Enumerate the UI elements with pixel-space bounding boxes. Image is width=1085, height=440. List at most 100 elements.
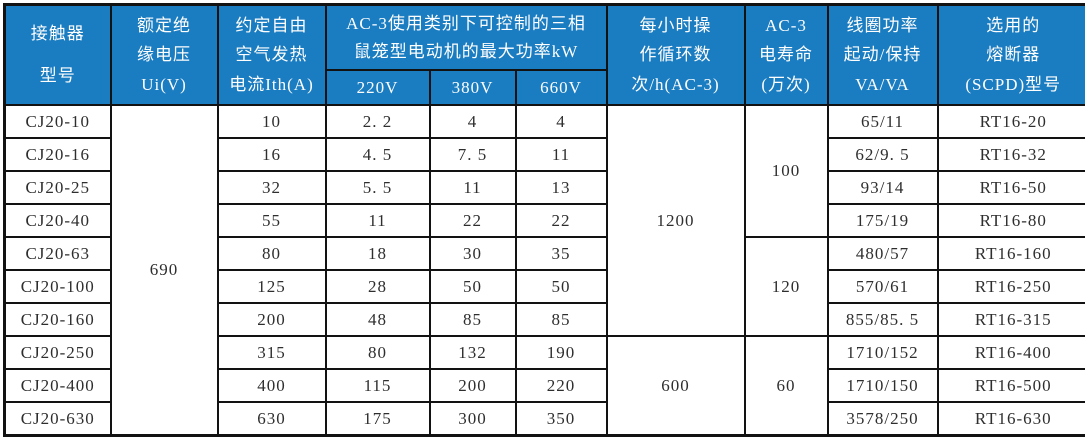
power-220v-cell: 18 xyxy=(324,236,431,271)
power-660v-cell: 4 xyxy=(514,104,608,139)
table-row: CJ20-250 315 80 132 190 600 60 1710/152 … xyxy=(3,335,1085,437)
table-row: CJ20-400 400 115 200 220 1710/150 RT16-5… xyxy=(3,368,1085,403)
header-row-top: 接触器 型号 额定绝 缘电压 Ui(V) 约定自由 空气发热 电流Ith(A) … xyxy=(3,3,1085,106)
model-cell: CJ20-630 xyxy=(3,401,112,437)
table-row: CJ20-100 125 28 50 50 570/61 RT16-250 xyxy=(3,269,1085,304)
power-660v-cell: 220 xyxy=(514,368,608,403)
model-cell: CJ20-400 xyxy=(3,368,112,403)
thermal-current-cell: 630 xyxy=(216,401,327,437)
fuse-cell: RT16-250 xyxy=(936,269,1085,304)
model-cell: CJ20-40 xyxy=(3,203,112,238)
power-380v-cell: 7. 5 xyxy=(428,137,517,172)
power-660v-cell: 35 xyxy=(514,236,608,271)
thermal-current-cell: 80 xyxy=(216,236,327,271)
model-cell: CJ20-250 xyxy=(3,335,112,370)
coil-power-cell: 175/19 xyxy=(826,203,939,238)
power-660v-cell: 11 xyxy=(514,137,608,172)
power-380v-cell: 11 xyxy=(428,170,517,205)
fuse-cell: RT16-400 xyxy=(936,335,1085,370)
power-380v-cell: 132 xyxy=(428,335,517,370)
thermal-current-cell: 32 xyxy=(216,170,327,205)
table-row: CJ20-160 200 48 85 85 855/85. 5 RT16-315 xyxy=(3,302,1085,337)
life-cell: 60 xyxy=(743,335,829,437)
power-660v-cell: 350 xyxy=(514,401,608,437)
header-ac3-max-power-group: AC-3使用类别下可控制的三相 鼠笼型电动机的最大功率kW xyxy=(324,3,608,71)
fuse-cell: RT16-50 xyxy=(936,170,1085,205)
coil-power-cell: 855/85. 5 xyxy=(826,302,939,337)
model-cell: CJ20-25 xyxy=(3,170,112,205)
header-380v: 380V xyxy=(428,69,517,106)
header-contactor-model: 接触器 型号 xyxy=(3,3,112,106)
power-380v-cell: 22 xyxy=(428,203,517,238)
coil-power-cell: 480/57 xyxy=(826,236,939,271)
model-cell: CJ20-100 xyxy=(3,269,112,304)
power-380v-cell: 300 xyxy=(428,401,517,437)
thermal-current-cell: 315 xyxy=(216,335,327,370)
power-380v-cell: 30 xyxy=(428,236,517,271)
power-660v-cell: 22 xyxy=(514,203,608,238)
cycles-cell: 600 xyxy=(605,335,746,437)
header-thermal-current: 约定自由 空气发热 电流Ith(A) xyxy=(216,3,327,106)
cycles-cell: 1200 xyxy=(605,104,746,337)
model-cell: CJ20-10 xyxy=(3,104,112,139)
power-220v-cell: 115 xyxy=(324,368,431,403)
life-cell: 120 xyxy=(743,236,829,337)
thermal-current-cell: 200 xyxy=(216,302,327,337)
power-220v-cell: 5. 5 xyxy=(324,170,431,205)
insulation-voltage-cell: 690 xyxy=(109,104,219,437)
coil-power-cell: 3578/250 xyxy=(826,401,939,437)
power-380v-cell: 200 xyxy=(428,368,517,403)
model-cell: CJ20-63 xyxy=(3,236,112,271)
coil-power-cell: 570/61 xyxy=(826,269,939,304)
power-220v-cell: 2. 2 xyxy=(324,104,431,139)
power-220v-cell: 48 xyxy=(324,302,431,337)
coil-power-cell: 65/11 xyxy=(826,104,939,139)
power-660v-cell: 50 xyxy=(514,269,608,304)
fuse-cell: RT16-500 xyxy=(936,368,1085,403)
header-row-voltages: 220V 380V 660V xyxy=(5,69,1085,106)
power-220v-cell: 11 xyxy=(324,203,431,238)
table-row: CJ20-25 32 5. 5 11 13 93/14 RT16-50 xyxy=(3,170,1085,205)
fuse-cell: RT16-315 xyxy=(936,302,1085,337)
table-row: CJ20-16 16 4. 5 7. 5 11 62/9. 5 RT16-32 xyxy=(3,137,1085,172)
table-row: CJ20-10 690 10 2. 2 4 4 1200 100 65/11 R… xyxy=(3,104,1085,437)
power-220v-cell: 4. 5 xyxy=(324,137,431,172)
power-380v-cell: 50 xyxy=(428,269,517,304)
life-cell: 100 xyxy=(743,104,829,238)
model-cell: CJ20-160 xyxy=(3,302,112,337)
header-660v: 660V xyxy=(514,69,608,106)
header-insulation-voltage: 额定绝 缘电压 Ui(V) xyxy=(109,3,219,106)
power-660v-cell: 85 xyxy=(514,302,608,337)
thermal-current-cell: 10 xyxy=(216,104,327,139)
header-fuse-type: 选用的 熔断器 (SCPD)型号 xyxy=(936,3,1085,106)
header-220v: 220V xyxy=(324,69,431,106)
power-220v-cell: 28 xyxy=(324,269,431,304)
fuse-cell: RT16-20 xyxy=(936,104,1085,139)
model-cell: CJ20-16 xyxy=(3,137,112,172)
power-220v-cell: 175 xyxy=(324,401,431,437)
fuse-cell: RT16-32 xyxy=(936,137,1085,172)
header-cycles-per-hour: 每小时操 作循环数 次/h(AC-3) xyxy=(605,3,746,106)
contactor-spec-table: 接触器 型号 额定绝 缘电压 Ui(V) 约定自由 空气发热 电流Ith(A) … xyxy=(3,3,1085,437)
coil-power-cell: 1710/150 xyxy=(826,368,939,403)
table-row: CJ20-63 80 18 30 35 120 480/57 RT16-160 xyxy=(3,236,1085,337)
table-row: CJ20-630 630 175 300 350 3578/250 RT16-6… xyxy=(3,401,1085,437)
fuse-cell: RT16-160 xyxy=(936,236,1085,271)
power-660v-cell: 13 xyxy=(514,170,608,205)
coil-power-cell: 93/14 xyxy=(826,170,939,205)
header-coil-power: 线圈功率 起动/保持 VA/VA xyxy=(826,3,939,106)
thermal-current-cell: 16 xyxy=(216,137,327,172)
table-row: CJ20-40 55 11 22 22 175/19 RT16-80 xyxy=(3,203,1085,238)
power-660v-cell: 190 xyxy=(514,335,608,370)
power-380v-cell: 4 xyxy=(428,104,517,139)
coil-power-cell: 62/9. 5 xyxy=(826,137,939,172)
thermal-current-cell: 55 xyxy=(216,203,327,238)
coil-power-cell: 1710/152 xyxy=(826,335,939,370)
thermal-current-cell: 125 xyxy=(216,269,327,304)
fuse-cell: RT16-80 xyxy=(936,203,1085,238)
header-ac3-electrical-life: AC-3 电寿命 (万次) xyxy=(743,3,829,106)
fuse-cell: RT16-630 xyxy=(936,401,1085,437)
power-220v-cell: 80 xyxy=(324,335,431,370)
power-380v-cell: 85 xyxy=(428,302,517,337)
